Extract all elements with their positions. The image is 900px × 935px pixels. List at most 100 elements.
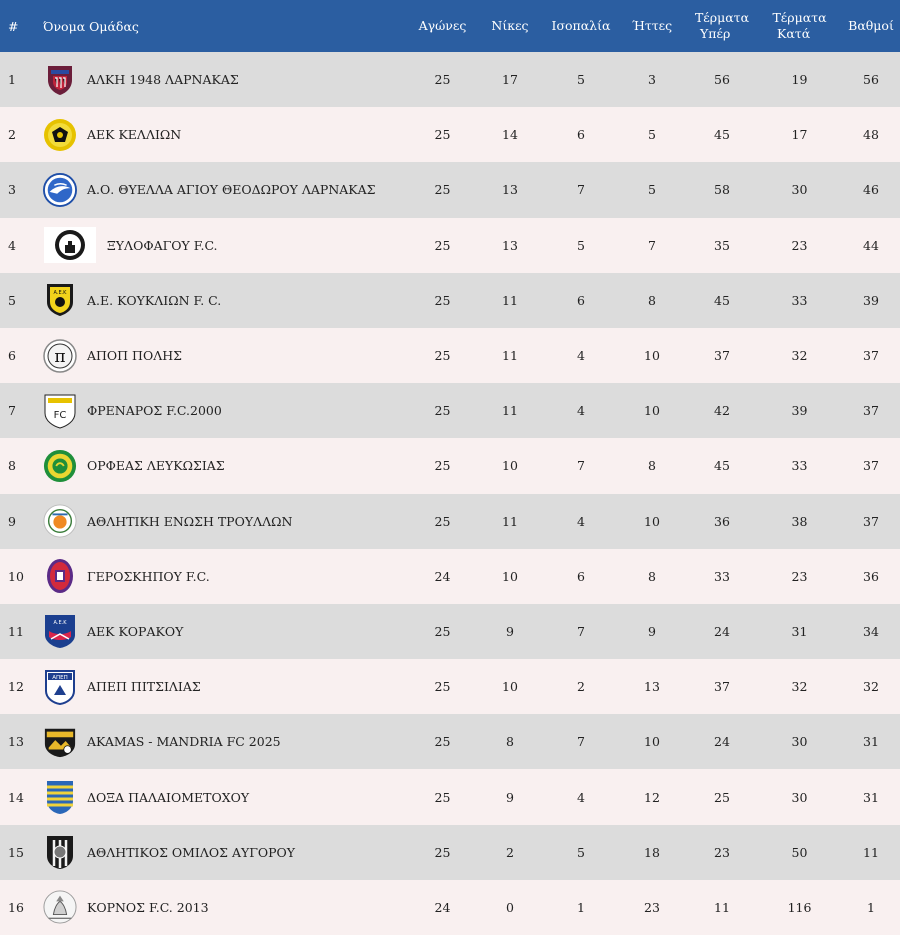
losses-cell: 8 bbox=[648, 458, 656, 474]
table-row: 1 ΑΛΚΗ 1948 ΛΑΡΝΑΚΑΣ 25 17 5 3 56 19 56 bbox=[0, 52, 900, 108]
team-cell: A.E.K Α.Ε. ΚΟΥΚΛΙΩΝ F. C. bbox=[40, 282, 410, 318]
played-cell: 25 bbox=[434, 292, 451, 308]
draws-cell: 6 bbox=[577, 292, 585, 308]
svg-text:FC: FC bbox=[54, 410, 67, 421]
team-name: ΑΘΛΗΤΙΚΟΣ ΟΜΙΛΟΣ ΑΥΓΟΡΟΥ bbox=[87, 844, 296, 860]
rank-cell: 11 bbox=[8, 623, 24, 639]
frenaros-crest-icon: FC bbox=[43, 393, 77, 429]
team-name: ΑΠΟΠ ΠΟΛΗΣ bbox=[87, 348, 182, 364]
wins-cell: 17 bbox=[502, 72, 518, 88]
header-wins: Νίκες bbox=[491, 18, 529, 33]
rank-cell: 6 bbox=[8, 348, 16, 364]
goals-against-cell: 116 bbox=[787, 899, 812, 915]
doxa-crest-icon bbox=[43, 779, 77, 815]
apop-crest-icon: π bbox=[43, 338, 77, 374]
losses-cell: 23 bbox=[644, 899, 660, 915]
draws-cell: 4 bbox=[577, 513, 585, 529]
team-cell: ΑΠΕΠ ΑΠΕΠ ΠΙΤΣΙΛΙΑΣ bbox=[40, 669, 410, 705]
played-cell: 25 bbox=[434, 182, 451, 198]
table-row: 16 ΚΟΡΝΟΣ F.C. 2013 24 0 1 23 11 116 1 bbox=[0, 879, 900, 935]
goals-for-cell: 24 bbox=[714, 623, 730, 639]
losses-cell: 10 bbox=[644, 403, 660, 419]
geroskipou-crest-icon bbox=[43, 558, 77, 594]
played-cell: 25 bbox=[434, 127, 451, 143]
team-name: AKAMAS - MANDRIA FC 2025 bbox=[87, 734, 281, 750]
rank-cell: 3 bbox=[8, 182, 16, 198]
team-name: ΞΥΛΟΦΑΓΟΥ F.C. bbox=[107, 237, 218, 253]
played-cell: 24 bbox=[434, 899, 451, 915]
losses-cell: 7 bbox=[648, 237, 656, 253]
rank-cell: 9 bbox=[8, 513, 16, 529]
draws-cell: 4 bbox=[577, 789, 585, 805]
goals-for-cell: 24 bbox=[714, 734, 730, 750]
table-row: 11 Α.Ε.Κ ΑΕΚ ΚΟΡΑΚΟΥ 25 9 7 9 24 31 34 bbox=[0, 603, 900, 660]
goals-for-cell: 42 bbox=[714, 403, 730, 419]
played-cell: 25 bbox=[434, 72, 451, 88]
points-cell: 31 bbox=[863, 789, 879, 805]
header-goals-against: Τέρματα Κατά bbox=[772, 10, 827, 41]
wins-cell: 9 bbox=[506, 623, 514, 639]
team-cell: Α.Ο. ΘΥΕΛΛΑ ΑΓΙΟΥ ΘΕΟΔΩΡΟΥ ΛΑΡΝΑΚΑΣ bbox=[40, 172, 410, 208]
rank-cell: 7 bbox=[8, 403, 16, 419]
rank-cell: 10 bbox=[8, 568, 24, 584]
goals-against-cell: 30 bbox=[791, 734, 808, 750]
team-cell: ΑΕΚ ΚΕΛΛΙΩΝ bbox=[40, 117, 410, 153]
team-name: ΑΕΚ ΚΟΡΑΚΟΥ bbox=[87, 623, 184, 639]
losses-cell: 8 bbox=[648, 568, 656, 584]
wins-cell: 11 bbox=[502, 403, 518, 419]
team-cell: ΑΘΛΗΤΙΚΗ ΕΝΩΣΗ ΤΡΟΥΛΛΩΝ bbox=[40, 503, 410, 539]
draws-cell: 4 bbox=[577, 348, 585, 364]
draws-cell: 2 bbox=[577, 679, 585, 695]
wins-cell: 11 bbox=[502, 348, 518, 364]
losses-cell: 5 bbox=[648, 127, 656, 143]
team-cell: ΑΘΛΗΤΙΚΟΣ ΟΜΙΛΟΣ ΑΥΓΟΡΟΥ bbox=[40, 834, 410, 870]
apep-crest-icon: ΑΠΕΠ bbox=[43, 669, 77, 705]
team-name: Α.Ο. ΘΥΕΛΛΑ ΑΓΙΟΥ ΘΕΟΔΩΡΟΥ ΛΑΡΝΑΚΑΣ bbox=[87, 182, 376, 198]
played-cell: 25 bbox=[434, 513, 451, 529]
team-name: ΔΟΞΑ ΠΑΛΑΙΟΜΕΤΟΧΟΥ bbox=[87, 789, 250, 805]
goals-against-cell: 32 bbox=[791, 679, 808, 695]
team-cell: ΓΕΡΟΣΚΗΠΟΥ F.C. bbox=[40, 558, 410, 594]
goals-for-cell: 35 bbox=[714, 237, 730, 253]
goals-against-cell: 23 bbox=[791, 237, 808, 253]
goals-for-cell: 45 bbox=[714, 292, 730, 308]
wins-cell: 14 bbox=[502, 127, 518, 143]
rank-cell: 15 bbox=[8, 844, 24, 860]
svg-text:π: π bbox=[54, 347, 65, 367]
header-played: Αγώνες bbox=[418, 18, 467, 33]
team-name: ΚΟΡΝΟΣ F.C. 2013 bbox=[87, 899, 209, 915]
table-row: 13 AKAMAS - MANDRIA FC 2025 25 8 7 10 24 30 31 bbox=[0, 714, 900, 770]
orfeas-crest-icon bbox=[43, 448, 77, 484]
rank-cell: 2 bbox=[8, 127, 16, 143]
table-row: 14 ΔΟΞΑ ΠΑΛΑΙΟΜΕΤΟΧΟΥ 25 9 4 12 25 30 31 bbox=[0, 769, 900, 825]
team-cell: Α.Ε.Κ ΑΕΚ ΚΟΡΑΚΟΥ bbox=[40, 613, 410, 649]
wins-cell: 11 bbox=[502, 513, 518, 529]
played-cell: 24 bbox=[434, 568, 451, 584]
draws-cell: 4 bbox=[577, 403, 585, 419]
draws-cell: 7 bbox=[577, 182, 585, 198]
draws-cell: 7 bbox=[577, 734, 585, 750]
draws-cell: 7 bbox=[577, 623, 585, 639]
draws-cell: 7 bbox=[577, 458, 585, 474]
team-cell: ΚΟΡΝΟΣ F.C. 2013 bbox=[40, 889, 410, 925]
aek-kellion-crest-icon bbox=[43, 117, 77, 153]
points-cell: 44 bbox=[863, 237, 879, 253]
table-row: 6 π ΑΠΟΠ ΠΟΛΗΣ 25 11 4 10 37 32 37 bbox=[0, 327, 900, 384]
svg-text:ΑΠΕΠ: ΑΠΕΠ bbox=[52, 675, 68, 681]
header-team: Όνομα Ομάδας bbox=[43, 18, 139, 34]
goals-against-cell: 50 bbox=[791, 844, 808, 860]
points-cell: 36 bbox=[863, 568, 879, 584]
draws-cell: 5 bbox=[577, 72, 585, 88]
wins-cell: 2 bbox=[506, 844, 514, 860]
points-cell: 34 bbox=[863, 623, 879, 639]
team-cell: ΞΥΛΟΦΑΓΟΥ F.C. bbox=[40, 227, 410, 264]
team-cell: AKAMAS - MANDRIA FC 2025 bbox=[40, 724, 410, 760]
losses-cell: 9 bbox=[648, 623, 656, 639]
rank-cell: 8 bbox=[8, 458, 16, 474]
losses-cell: 10 bbox=[644, 513, 660, 529]
goals-against-cell: 38 bbox=[791, 513, 808, 529]
goals-for-cell: 25 bbox=[714, 789, 730, 805]
goals-for-cell: 36 bbox=[714, 513, 730, 529]
wins-cell: 11 bbox=[502, 292, 518, 308]
losses-cell: 12 bbox=[644, 789, 660, 805]
